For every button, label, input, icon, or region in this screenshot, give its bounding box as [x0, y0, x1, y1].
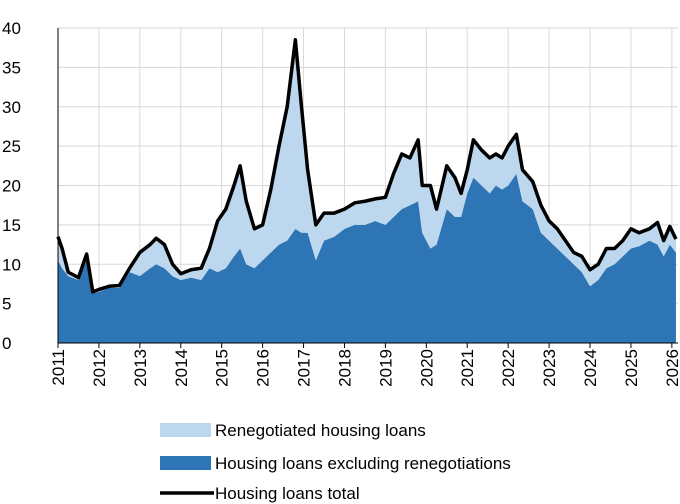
- x-tick-label: 2012: [90, 349, 109, 387]
- x-tick-label: 2014: [172, 349, 191, 387]
- x-tick-label: 2025: [622, 349, 641, 387]
- x-tick-label: 2022: [499, 349, 518, 387]
- x-tick-label: 2023: [540, 349, 559, 387]
- x-tick-label: 2020: [417, 349, 436, 387]
- x-tick-label: 2015: [213, 349, 232, 387]
- x-tick-label: 2018: [335, 349, 354, 387]
- y-tick-label: 15: [2, 216, 21, 235]
- area: [58, 173, 676, 343]
- x-tick-label: 2021: [458, 349, 477, 387]
- y-tick-label: 40: [2, 19, 21, 38]
- y-tick-label: 30: [2, 98, 21, 117]
- x-tick-label: 2016: [254, 349, 273, 387]
- y-tick-label: 25: [2, 137, 21, 156]
- y-tick-label: 0: [2, 334, 11, 353]
- x-tick-label: 2019: [376, 349, 395, 387]
- legend-label: Renegotiated housing loans: [215, 421, 426, 440]
- legend-label: Housing loans excluding renegotiations: [215, 454, 511, 473]
- line: [56, 38, 678, 294]
- y-tick-label: 10: [2, 255, 21, 274]
- x-tick-label: 2017: [295, 349, 314, 387]
- x-tick-label: 2024: [581, 349, 600, 387]
- legend-swatch: [160, 423, 211, 437]
- legend-label: Housing loans total: [215, 484, 360, 503]
- y-tick-label: 5: [2, 295, 11, 314]
- x-tick-label: 2011: [49, 349, 68, 386]
- x-tick-label: 2013: [131, 349, 150, 387]
- x-tick-label: 2026: [663, 349, 680, 387]
- legend-swatch: [160, 456, 211, 470]
- y-tick-label: 35: [2, 58, 21, 77]
- areas: [56, 38, 678, 343]
- y-tick-label: 20: [2, 177, 21, 196]
